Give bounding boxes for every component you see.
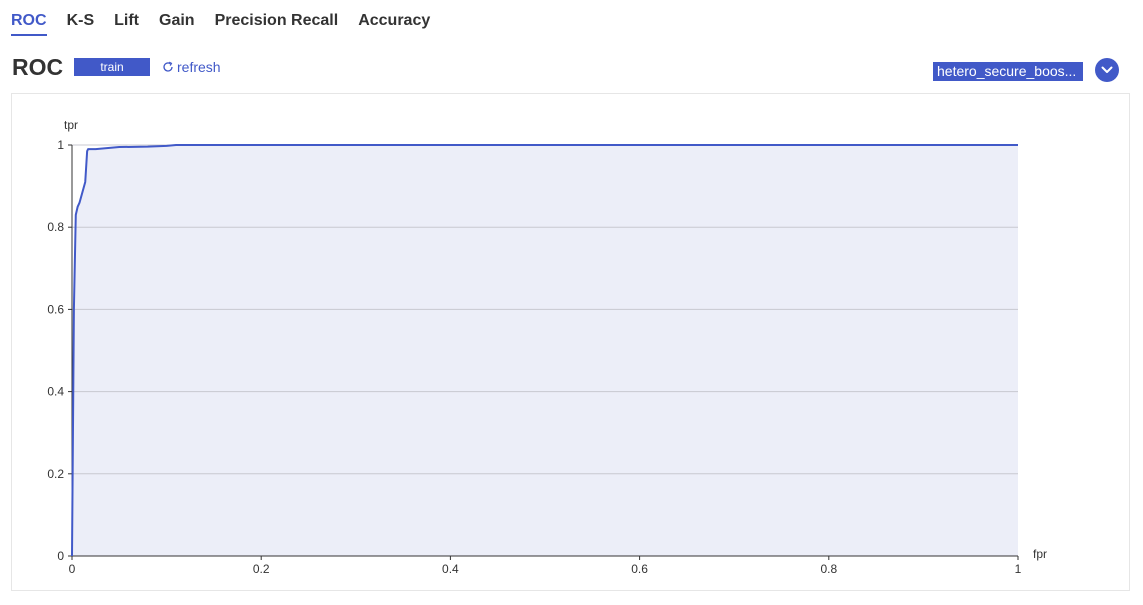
x-tick-label-5: 1 xyxy=(1015,562,1022,576)
chevron-down-icon xyxy=(1101,66,1113,73)
chart-header: ROC train refresh hetero_secure_boos... xyxy=(12,52,1132,84)
tab-roc[interactable]: ROC xyxy=(11,8,47,36)
page-title: ROC xyxy=(12,54,64,80)
roc-area xyxy=(72,145,1018,556)
chart-panel: 0 0.2 0.4 0.6 0.8 1 0 0.2 0.4 0.6 0.8 1 tpr fpr xyxy=(11,93,1130,591)
y-tick-label-2: 0.4 xyxy=(47,385,64,399)
y-tick-label-4: 0.8 xyxy=(47,220,64,234)
x-tick-label-1: 0.2 xyxy=(253,562,270,576)
model-select[interactable]: hetero_secure_boos... xyxy=(933,62,1083,81)
refresh-icon xyxy=(163,61,173,72)
y-axis-label: tpr xyxy=(64,118,78,132)
y-tick-label-0: 0 xyxy=(57,549,64,563)
x-tick-label-4: 0.8 xyxy=(820,562,837,576)
roc-curve xyxy=(71,144,1018,557)
tab-precision-recall[interactable]: Precision Recall xyxy=(214,12,339,29)
y-tick-label-3: 0.6 xyxy=(47,302,64,316)
tab-accuracy[interactable]: Accuracy xyxy=(358,12,431,29)
refresh-label: refresh xyxy=(177,59,221,75)
x-tick-label-2: 0.4 xyxy=(442,562,459,576)
refresh-button[interactable]: refresh xyxy=(162,58,221,76)
tab-lift[interactable]: Lift xyxy=(114,12,139,29)
tab-ks[interactable]: K-S xyxy=(66,12,95,29)
x-tick-label-3: 0.6 xyxy=(631,562,648,576)
y-tick-label-1: 0.2 xyxy=(47,467,64,481)
model-dropdown-button[interactable] xyxy=(1095,58,1119,82)
x-tick-label-0: 0 xyxy=(69,562,76,576)
x-axis-label: fpr xyxy=(1033,547,1047,561)
train-button[interactable]: train xyxy=(74,58,150,76)
tab-gain[interactable]: Gain xyxy=(159,12,195,29)
chart-tabs: ROC K-S Lift Gain Precision Recall Accur… xyxy=(11,8,450,40)
y-tick-label-5: 1 xyxy=(57,138,64,152)
